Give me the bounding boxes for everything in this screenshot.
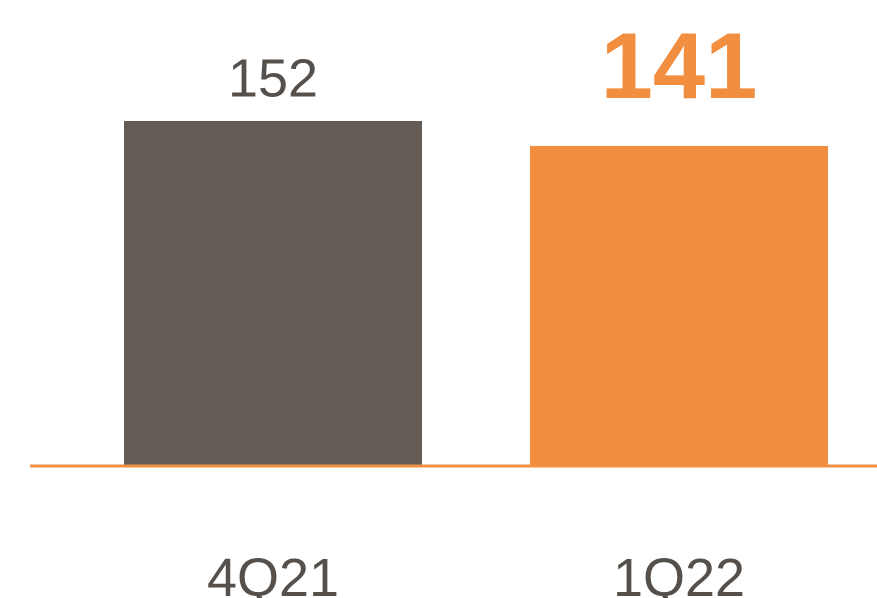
data-label-1q22: 141 xyxy=(601,13,758,118)
bar-1q22 xyxy=(530,145,828,466)
category-labels-layer: 4Q21 1Q22 xyxy=(207,548,745,598)
bar-4q21 xyxy=(124,121,422,466)
data-label-4q21: 152 xyxy=(228,48,318,108)
bars-layer xyxy=(124,121,828,466)
category-label-4q21: 4Q21 xyxy=(207,548,339,598)
data-labels-layer: 152 141 xyxy=(228,13,757,118)
category-label-1q22: 1Q22 xyxy=(613,548,745,598)
